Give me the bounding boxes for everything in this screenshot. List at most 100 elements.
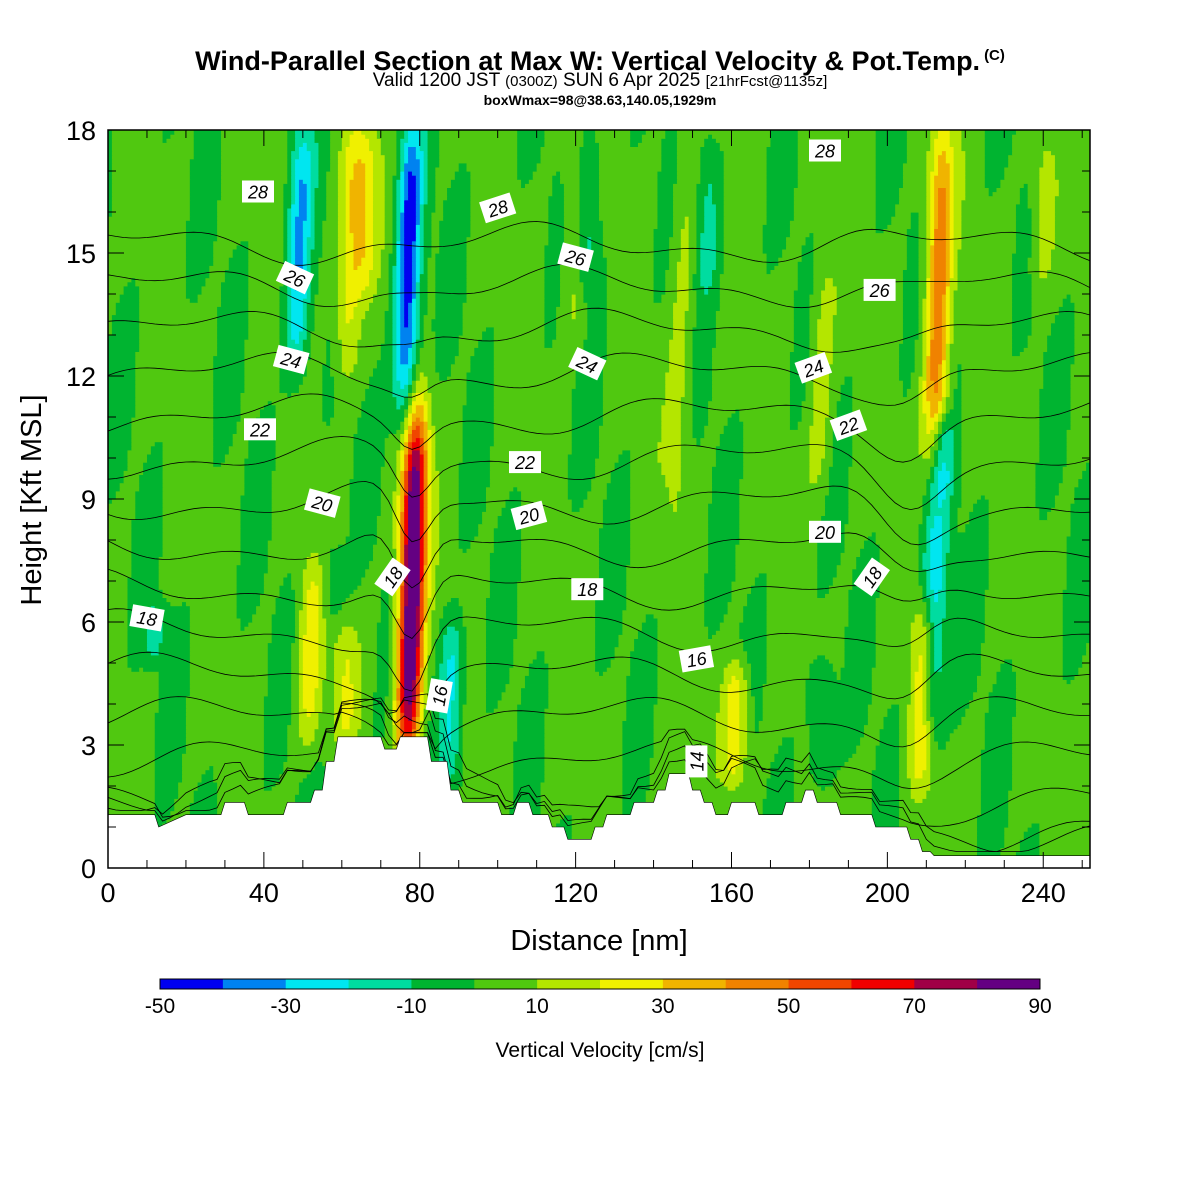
w-cell [680,408,694,414]
w-cell [384,699,394,705]
w-cell [341,355,358,361]
w-cell [423,704,429,709]
w-cell [739,732,748,738]
w-cell [926,388,935,393]
w-cell [899,765,908,771]
w-cell [692,412,709,418]
w-cell [189,679,269,685]
w-cell [743,445,811,451]
w-cell [291,675,300,680]
w-cell [980,773,1013,779]
w-cell [852,392,904,398]
w-cell [528,663,549,668]
w-cell [131,564,160,570]
w-cell [411,462,421,467]
w-cell [758,720,807,726]
w-cell [766,634,846,639]
w-cell [984,589,1064,594]
w-cell [1070,392,1090,398]
w-cell [419,462,425,467]
w-cell [127,576,160,582]
w-cell [353,445,386,451]
w-cell [844,654,877,660]
w-cell [411,429,421,434]
w-cell [435,363,452,369]
w-cell [431,540,440,545]
w-cell [1062,617,1090,623]
w-cell [856,560,881,566]
w-cell [941,515,951,521]
w-cell [793,769,811,775]
w-cell [423,593,429,598]
w-cell [899,806,982,812]
w-cell [341,363,355,369]
w-cell [875,663,912,668]
w-cell [875,630,912,635]
w-cell [450,699,460,705]
w-cell [400,523,405,529]
w-cell [548,679,627,685]
w-cell [458,527,479,533]
w-cell [217,802,296,808]
w-cell [298,724,320,730]
w-cell [334,732,358,738]
w-cell [357,630,378,635]
w-cell [976,818,1009,824]
w-cell [871,531,877,537]
w-cell [365,396,397,402]
w-cell [108,724,156,730]
w-cell [906,716,916,721]
w-cell [1082,474,1090,480]
w-cell [567,466,596,471]
w-cell [400,548,405,553]
w-cell [108,568,132,574]
w-cell [439,622,464,627]
w-cell [318,675,327,680]
w-cell [906,745,916,750]
w-cell [271,626,296,631]
w-cell [817,593,826,598]
w-cell [127,634,148,639]
w-cell [984,716,1013,721]
w-cell [1039,433,1068,439]
w-cell [447,708,452,713]
w-cell [996,679,1017,685]
w-cell [680,437,698,443]
w-cell [384,449,397,455]
w-cell [1015,712,1090,717]
w-cell [571,445,600,451]
w-cell [415,712,421,717]
w-cell [719,683,729,689]
w-cell [1066,572,1090,578]
w-cell [825,654,846,660]
w-cell [630,531,709,537]
w-cell [298,646,304,652]
w-cell [431,466,436,471]
w-cell [127,449,152,455]
w-cell [404,691,413,697]
w-cell [291,663,300,668]
w-cell [945,486,955,492]
w-cell [727,687,740,693]
w-cell [957,376,963,381]
w-cell [976,679,998,685]
w-cell [108,380,136,385]
w-cell [754,695,764,701]
w-cell [462,425,495,430]
w-cell [1082,654,1090,660]
w-cell [821,462,834,467]
w-cell [848,601,877,607]
w-cell [852,433,920,439]
w-cell [423,429,429,434]
w-cell [330,560,370,566]
w-cell [439,720,448,726]
w-cell [322,589,331,594]
w-cell [372,732,386,738]
w-cell [1012,724,1090,730]
w-cell [766,790,795,795]
w-cell [427,753,440,758]
w-cell [930,376,939,381]
w-cell [334,396,366,402]
w-cell [240,515,273,521]
w-cell [926,527,931,533]
